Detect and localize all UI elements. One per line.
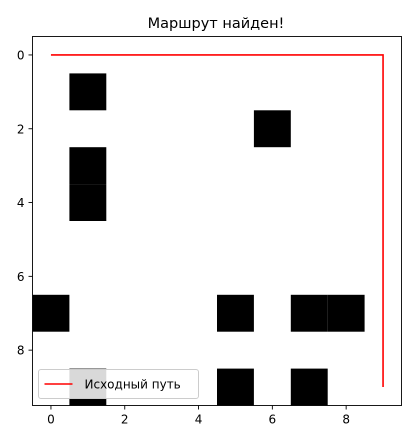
legend-box (38, 369, 199, 399)
x-tick-label-1: 2 (121, 413, 129, 427)
legend-label: Исходный путь (85, 378, 181, 392)
x-tick-label-3: 6 (269, 413, 277, 427)
obstacle-cell-5 (217, 294, 254, 332)
y-tick-label-4: 8 (17, 344, 25, 358)
x-tick-label-4: 8 (342, 413, 350, 427)
obstacle-cell-9 (217, 368, 254, 406)
axes-frame (32, 36, 402, 406)
plot-area: 0 2 4 6 8 0 2 4 6 8 (17, 36, 402, 427)
x-tick-label-2: 4 (195, 413, 203, 427)
obstacle-cell-2 (69, 147, 107, 185)
y-tick-label-2: 4 (17, 196, 25, 210)
x-tick-label-0: 0 (47, 413, 55, 427)
y-tick-label-3: 6 (17, 270, 25, 284)
legend: Исходный путь (38, 369, 199, 399)
obstacle-cell-4 (32, 294, 70, 332)
obstacle-cell-7 (327, 294, 365, 332)
obstacle-cell-1 (253, 110, 291, 148)
obstacle-cell-0 (69, 73, 107, 111)
y-tick-label-1: 2 (17, 122, 25, 136)
obstacle-cell-6 (290, 294, 328, 332)
chart-title: Маршрут найден! (148, 16, 285, 32)
y-tick-label-0: 0 (17, 48, 25, 62)
obstacle-cell-3 (69, 184, 107, 221)
obstacle-cell-10 (290, 368, 328, 406)
series-line-0 (50, 54, 384, 388)
